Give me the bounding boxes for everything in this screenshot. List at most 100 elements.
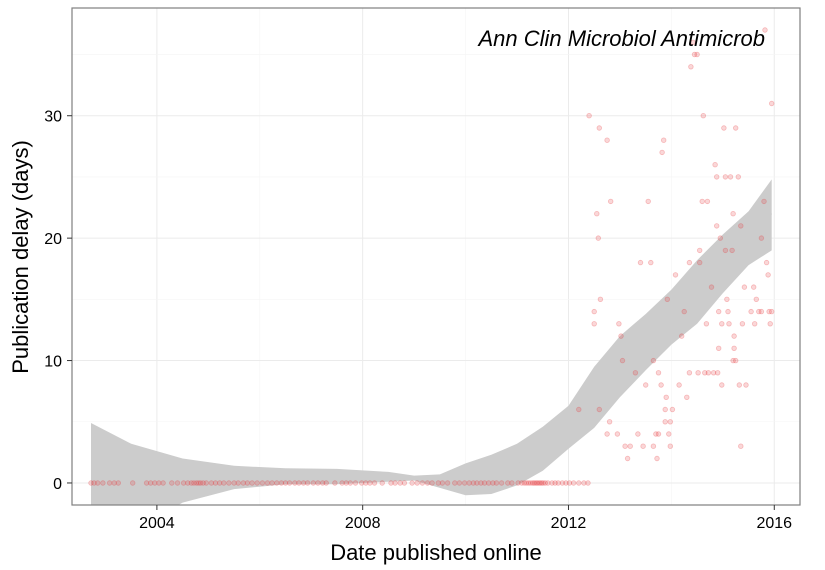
data-point bbox=[769, 308, 775, 315]
data-point bbox=[264, 480, 271, 486]
data-point bbox=[753, 296, 759, 302]
data-point bbox=[470, 480, 476, 486]
data-point bbox=[664, 296, 670, 302]
data-point bbox=[688, 64, 694, 70]
confidence-band-layer bbox=[90, 179, 773, 505]
data-point bbox=[716, 345, 722, 351]
data-point bbox=[292, 480, 298, 486]
data-point bbox=[624, 455, 631, 462]
data-point bbox=[721, 125, 727, 131]
data-point bbox=[667, 419, 673, 425]
data-point bbox=[414, 480, 420, 486]
data-point bbox=[681, 308, 687, 315]
data-point bbox=[765, 272, 771, 278]
data-point bbox=[614, 431, 621, 437]
data-point bbox=[591, 308, 597, 315]
data-point bbox=[570, 480, 577, 486]
data-point bbox=[756, 308, 762, 315]
data-point bbox=[409, 480, 415, 486]
data-point bbox=[719, 382, 725, 388]
data-point bbox=[716, 308, 722, 315]
data-point bbox=[397, 480, 403, 486]
data-point bbox=[758, 235, 765, 241]
data-point bbox=[323, 480, 329, 486]
data-point bbox=[650, 443, 657, 449]
data-point bbox=[608, 198, 614, 205]
data-point bbox=[269, 480, 275, 486]
data-point bbox=[540, 480, 546, 486]
data-point bbox=[690, 39, 696, 45]
data-point bbox=[392, 480, 398, 486]
plot-background bbox=[72, 8, 800, 505]
data-point bbox=[203, 480, 209, 486]
data-point bbox=[452, 480, 458, 486]
data-point bbox=[730, 210, 736, 217]
data-point bbox=[481, 480, 488, 486]
data-point bbox=[618, 333, 624, 339]
data-point bbox=[563, 480, 569, 486]
data-point bbox=[347, 480, 353, 486]
data-point bbox=[731, 333, 737, 339]
data-point bbox=[226, 480, 232, 486]
data-point bbox=[231, 480, 237, 486]
data-point bbox=[542, 480, 548, 486]
data-point bbox=[532, 480, 539, 486]
data-point bbox=[650, 357, 657, 364]
data-point bbox=[195, 480, 202, 486]
data-point bbox=[686, 370, 693, 376]
data-point bbox=[719, 321, 725, 327]
data-point bbox=[662, 406, 668, 413]
data-point bbox=[700, 112, 706, 119]
data-point bbox=[191, 480, 197, 486]
data-point bbox=[216, 480, 223, 486]
data-point bbox=[254, 480, 260, 486]
data-point bbox=[527, 480, 534, 486]
data-point bbox=[352, 480, 359, 486]
data-point bbox=[439, 480, 446, 486]
data-point bbox=[576, 480, 582, 486]
data-point bbox=[722, 247, 729, 254]
data-point bbox=[519, 480, 525, 486]
data-point bbox=[466, 480, 472, 486]
y-axis-title: Publication delay (days) bbox=[8, 140, 33, 374]
data-point bbox=[769, 100, 775, 107]
y-tick-label: 30 bbox=[44, 109, 62, 126]
data-point bbox=[401, 480, 408, 486]
data-point bbox=[244, 480, 251, 486]
data-point bbox=[715, 370, 721, 376]
data-point bbox=[653, 431, 659, 437]
data-point bbox=[581, 480, 587, 486]
data-point bbox=[730, 357, 736, 364]
data-point bbox=[705, 370, 712, 376]
data-point bbox=[200, 480, 206, 486]
data-point bbox=[282, 480, 289, 486]
data-point bbox=[339, 480, 345, 486]
data-point bbox=[208, 480, 215, 486]
data-point bbox=[388, 480, 394, 486]
data-point bbox=[648, 259, 654, 266]
data-point bbox=[752, 321, 758, 327]
data-point bbox=[235, 480, 241, 486]
data-point bbox=[710, 370, 717, 376]
data-point bbox=[635, 431, 641, 437]
data-point bbox=[699, 198, 705, 205]
data-point bbox=[143, 480, 150, 486]
data-point bbox=[761, 198, 767, 205]
data-point bbox=[616, 321, 622, 327]
data-point bbox=[738, 223, 744, 229]
data-point bbox=[662, 419, 668, 425]
data-point bbox=[741, 284, 748, 290]
data-point bbox=[129, 480, 136, 486]
data-point bbox=[371, 480, 378, 486]
data-point bbox=[509, 480, 515, 486]
data-point bbox=[549, 480, 555, 486]
data-point bbox=[156, 480, 162, 486]
data-point bbox=[697, 259, 703, 266]
data-point bbox=[640, 443, 646, 449]
data-point bbox=[534, 480, 540, 486]
data-point bbox=[531, 480, 537, 486]
data-point bbox=[726, 321, 732, 327]
data-point bbox=[679, 333, 685, 339]
